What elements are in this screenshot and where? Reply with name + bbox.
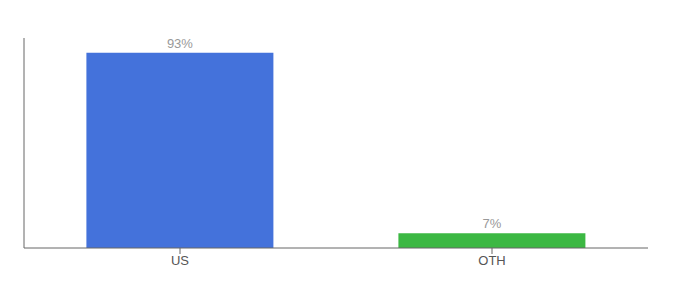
- svg-text:93%: 93%: [167, 36, 193, 51]
- svg-text:US: US: [171, 253, 189, 268]
- svg-text:7%: 7%: [483, 216, 502, 231]
- svg-text:OTH: OTH: [478, 253, 505, 268]
